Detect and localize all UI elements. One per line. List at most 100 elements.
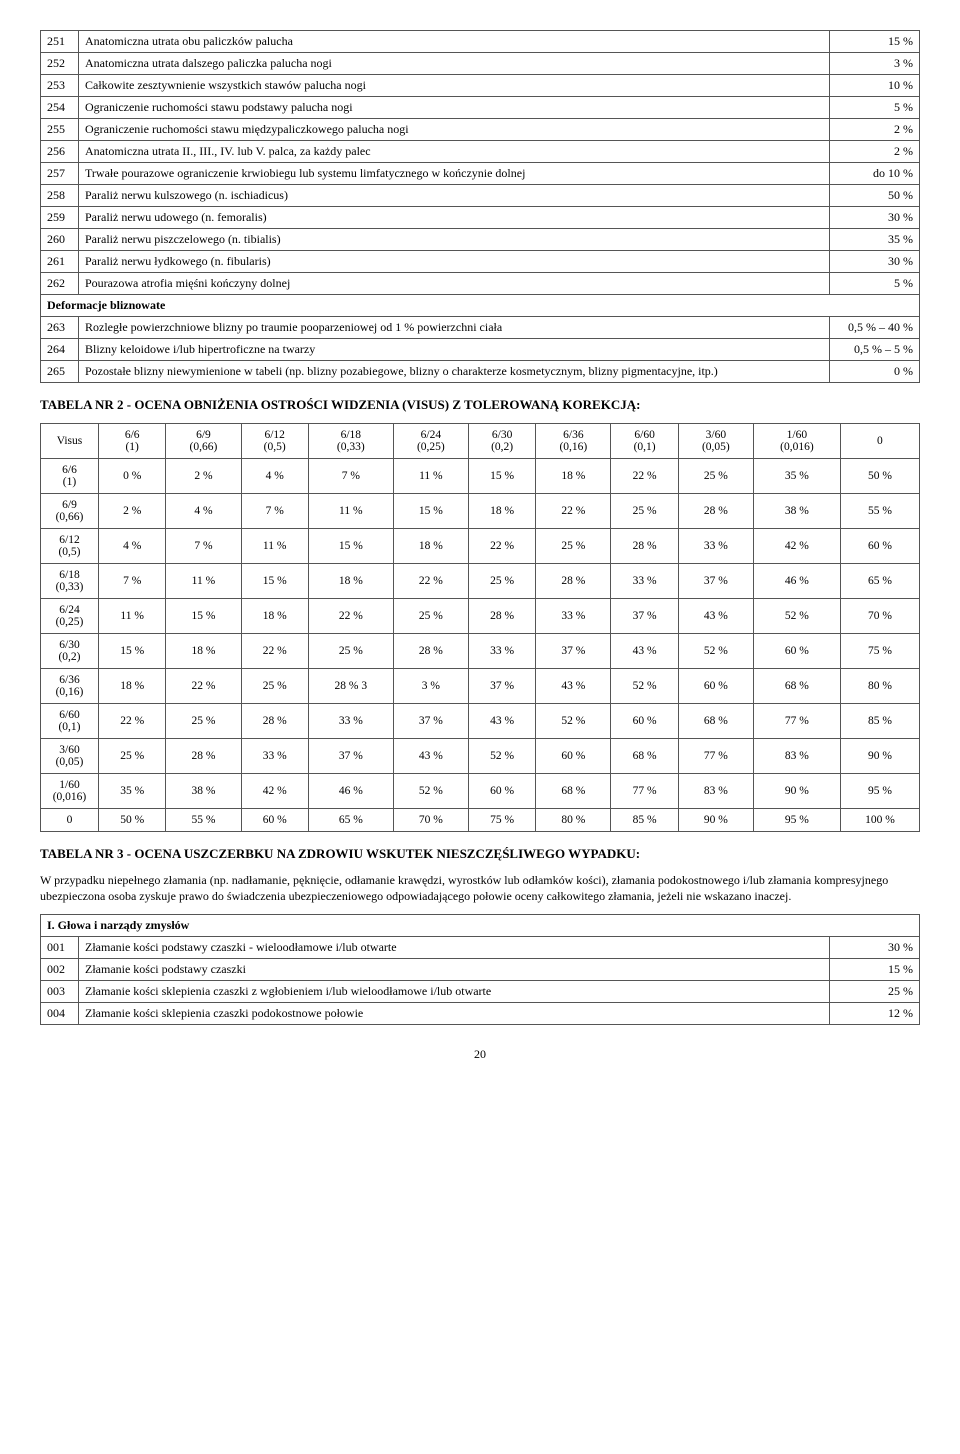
row-number: 254 (41, 97, 79, 119)
visus-cell: 33 % (536, 599, 611, 634)
visus-cell: 68 % (678, 704, 753, 739)
row-number: 003 (41, 981, 79, 1003)
visus-cell: 18 % (166, 634, 241, 669)
visus-cell: 55 % (840, 494, 919, 529)
visus-cell: 80 % (840, 669, 919, 704)
row-number: 252 (41, 53, 79, 75)
visus-cell: 43 % (678, 599, 753, 634)
visus-cell: 42 % (753, 529, 840, 564)
visus-row-header: 6/36(0,16) (41, 669, 99, 704)
table-row: 256Anatomiczna utrata II., III., IV. lub… (41, 141, 920, 163)
visus-row-header: 6/6(1) (41, 459, 99, 494)
row-description: Złamanie kości sklepienia czaszki z wgło… (79, 981, 830, 1003)
table3-note: W przypadku niepełnego złamania (np. nad… (40, 872, 920, 904)
visus-row: 6/9(0,66)2 %4 %7 %11 %15 %18 %22 %25 %28… (41, 494, 920, 529)
row-percent: 30 % (830, 207, 920, 229)
visus-cell: 55 % (166, 809, 241, 832)
visus-cell: 33 % (241, 739, 308, 774)
visus-cell: 25 % (468, 564, 535, 599)
visus-cell: 11 % (99, 599, 166, 634)
row-percent: 30 % (830, 937, 920, 959)
visus-cell: 77 % (753, 704, 840, 739)
visus-cell: 37 % (468, 669, 535, 704)
visus-row: 6/24(0,25)11 %15 %18 %22 %25 %28 %33 %37… (41, 599, 920, 634)
visus-cell: 52 % (536, 704, 611, 739)
row-description: Blizny keloidowe i/lub hipertroficzne na… (79, 339, 830, 361)
visus-cell: 90 % (753, 774, 840, 809)
table-row: 002Złamanie kości podstawy czaszki15 % (41, 959, 920, 981)
visus-row: 6/36(0,16)18 %22 %25 %28 % 33 %37 %43 %5… (41, 669, 920, 704)
visus-cell: 18 % (393, 529, 468, 564)
visus-cell: 37 % (611, 599, 678, 634)
visus-cell: 28 % (678, 494, 753, 529)
row-percent: 0,5 % – 40 % (830, 317, 920, 339)
row-percent: 5 % (830, 97, 920, 119)
visus-cell: 43 % (468, 704, 535, 739)
table-row: 259Paraliż nerwu udowego (n. femoralis)3… (41, 207, 920, 229)
visus-col-header: 6/24(0,25) (393, 424, 468, 459)
visus-cell: 2 % (166, 459, 241, 494)
row-description: Złamanie kości podstawy czaszki - wieloo… (79, 937, 830, 959)
visus-row: 6/60(0,1)22 %25 %28 %33 %37 %43 %52 %60 … (41, 704, 920, 739)
visus-cell: 22 % (241, 634, 308, 669)
section-header: I. Głowa i narządy zmysłów (41, 915, 920, 937)
injury-table-1: 251Anatomiczna utrata obu paliczków palu… (40, 30, 920, 383)
visus-cell: 95 % (840, 774, 919, 809)
table-row: 254Ograniczenie ruchomości stawu podstaw… (41, 97, 920, 119)
visus-col-header: 6/9(0,66) (166, 424, 241, 459)
table-row: 264Blizny keloidowe i/lub hipertroficzne… (41, 339, 920, 361)
row-description: Paraliż nerwu kulszowego (n. ischiadicus… (79, 185, 830, 207)
visus-cell: 15 % (166, 599, 241, 634)
table-row: 255Ograniczenie ruchomości stawu międzyp… (41, 119, 920, 141)
visus-cell: 11 % (393, 459, 468, 494)
visus-cell: 50 % (840, 459, 919, 494)
row-description: Trwałe pourazowe ograniczenie krwiobiegu… (79, 163, 830, 185)
table-row: 261Paraliż nerwu łydkowego (n. fibularis… (41, 251, 920, 273)
visus-cell: 52 % (678, 634, 753, 669)
visus-cell: 15 % (468, 459, 535, 494)
visus-row-header: 6/24(0,25) (41, 599, 99, 634)
visus-cell: 22 % (99, 704, 166, 739)
visus-row: 6/12(0,5)4 %7 %11 %15 %18 %22 %25 %28 %3… (41, 529, 920, 564)
row-number: 259 (41, 207, 79, 229)
visus-cell: 60 % (468, 774, 535, 809)
row-number: 262 (41, 273, 79, 295)
visus-cell: 65 % (308, 809, 393, 832)
visus-cell: 37 % (678, 564, 753, 599)
visus-cell: 28 % (393, 634, 468, 669)
visus-cell: 35 % (99, 774, 166, 809)
visus-cell: 3 % (393, 669, 468, 704)
visus-row-header: 3/60(0,05) (41, 739, 99, 774)
row-description: Rozległe powierzchniowe blizny po traumi… (79, 317, 830, 339)
visus-cell: 22 % (166, 669, 241, 704)
row-description: Paraliż nerwu udowego (n. femoralis) (79, 207, 830, 229)
visus-cell: 25 % (99, 739, 166, 774)
visus-cell: 22 % (393, 564, 468, 599)
row-percent: 2 % (830, 141, 920, 163)
visus-row-header: 6/18(0,33) (41, 564, 99, 599)
table-row: 001Złamanie kości podstawy czaszki - wie… (41, 937, 920, 959)
visus-row: 6/6(1)0 %2 %4 %7 %11 %15 %18 %22 %25 %35… (41, 459, 920, 494)
row-percent: do 10 % (830, 163, 920, 185)
visus-cell: 18 % (241, 599, 308, 634)
table2-caption: TABELA NR 2 - OCENA OBNIŻENIA OSTROŚCI W… (40, 397, 920, 413)
visus-cell: 68 % (536, 774, 611, 809)
table-row: 262Pourazowa atrofia mięśni kończyny dol… (41, 273, 920, 295)
visus-cell: 33 % (308, 704, 393, 739)
visus-cell: 60 % (611, 704, 678, 739)
visus-cell: 2 % (99, 494, 166, 529)
table-row: 265Pozostałe blizny niewymienione w tabe… (41, 361, 920, 383)
visus-cell: 4 % (166, 494, 241, 529)
visus-row-header: 6/12(0,5) (41, 529, 99, 564)
injury-table-3: I. Głowa i narządy zmysłów001Złamanie ko… (40, 914, 920, 1025)
visus-cell: 33 % (678, 529, 753, 564)
visus-cell: 22 % (536, 494, 611, 529)
visus-row-header: 6/9(0,66) (41, 494, 99, 529)
row-percent: 35 % (830, 229, 920, 251)
visus-row: 6/30(0,2)15 %18 %22 %25 %28 %33 %37 %43 … (41, 634, 920, 669)
visus-cell: 46 % (753, 564, 840, 599)
visus-cell: 52 % (468, 739, 535, 774)
table-row: 253Całkowite zesztywnienie wszystkich st… (41, 75, 920, 97)
visus-cell: 60 % (840, 529, 919, 564)
visus-cell: 22 % (611, 459, 678, 494)
